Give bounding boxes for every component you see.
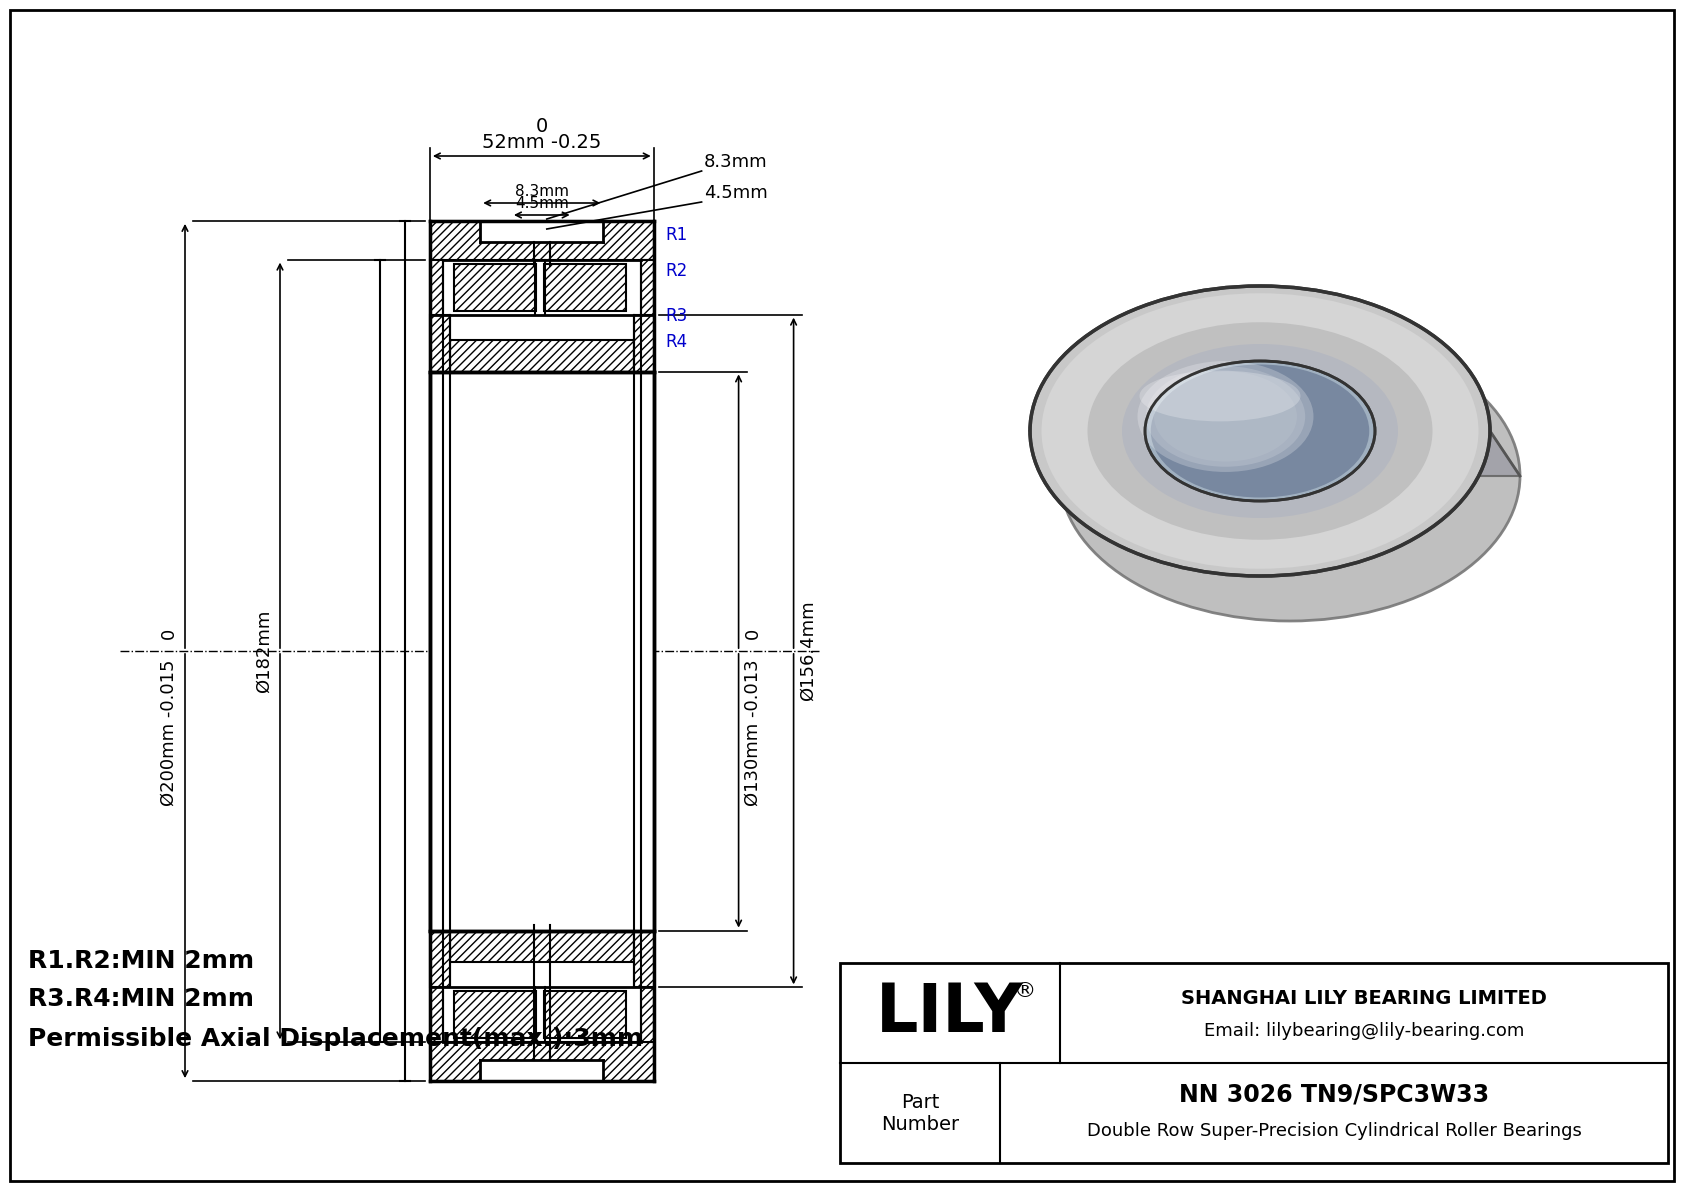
- Bar: [480, 1060, 603, 1081]
- Text: Part
Number: Part Number: [881, 1092, 960, 1134]
- Ellipse shape: [1140, 370, 1300, 422]
- Bar: [450, 341, 633, 372]
- Bar: [429, 260, 443, 1042]
- Text: 0: 0: [160, 628, 179, 640]
- Bar: [633, 372, 653, 930]
- Ellipse shape: [1041, 293, 1479, 569]
- Bar: [450, 930, 633, 961]
- Ellipse shape: [1137, 361, 1314, 472]
- Text: Double Row Super-Precision Cylindrical Roller Bearings: Double Row Super-Precision Cylindrical R…: [1086, 1122, 1581, 1140]
- Text: R3: R3: [665, 307, 687, 325]
- Text: R4: R4: [665, 332, 687, 350]
- Bar: [640, 260, 653, 1042]
- Text: Ø200mm -0.015: Ø200mm -0.015: [160, 659, 179, 805]
- Ellipse shape: [1088, 323, 1433, 540]
- Bar: [544, 991, 625, 1039]
- Bar: [544, 263, 625, 311]
- Text: Ø130mm -0.013: Ø130mm -0.013: [744, 659, 761, 805]
- Bar: [429, 372, 450, 930]
- Text: Ø156.4mm: Ø156.4mm: [798, 600, 817, 701]
- Text: R1: R1: [665, 226, 687, 244]
- Bar: [480, 222, 603, 242]
- Text: 0: 0: [744, 628, 761, 640]
- Text: ®: ®: [1014, 981, 1036, 1000]
- Bar: [429, 314, 450, 987]
- Bar: [455, 991, 536, 1039]
- Text: NN 3026 TN9/SPC3W33: NN 3026 TN9/SPC3W33: [1179, 1083, 1489, 1106]
- Ellipse shape: [1031, 286, 1490, 576]
- Ellipse shape: [1154, 372, 1297, 462]
- Ellipse shape: [1122, 344, 1398, 518]
- Polygon shape: [1031, 431, 1521, 476]
- Bar: [633, 314, 653, 987]
- Text: Email: lilybearing@lily-bearing.com: Email: lilybearing@lily-bearing.com: [1204, 1022, 1524, 1040]
- Text: 8.3mm: 8.3mm: [704, 152, 768, 172]
- Bar: [429, 222, 653, 260]
- Bar: [840, 964, 1667, 1162]
- Text: 52mm -0.25: 52mm -0.25: [482, 133, 601, 152]
- Text: 4.5mm: 4.5mm: [515, 197, 569, 211]
- Text: Permissible Axial Displacement(max.):3mm: Permissible Axial Displacement(max.):3mm: [29, 1027, 643, 1050]
- Text: 8.3mm: 8.3mm: [515, 183, 569, 199]
- Bar: [429, 1042, 653, 1081]
- Text: 4.5mm: 4.5mm: [704, 183, 768, 202]
- Bar: [429, 372, 653, 930]
- Text: R3.R4:MIN 2mm: R3.R4:MIN 2mm: [29, 987, 254, 1011]
- Text: Ø182mm: Ø182mm: [254, 610, 273, 693]
- Bar: [455, 263, 536, 311]
- Text: R2: R2: [665, 262, 687, 280]
- Ellipse shape: [1145, 361, 1376, 501]
- Ellipse shape: [1059, 331, 1521, 621]
- Ellipse shape: [1145, 367, 1305, 467]
- Text: LILY: LILY: [876, 980, 1024, 1046]
- Text: SHANGHAI LILY BEARING LIMITED: SHANGHAI LILY BEARING LIMITED: [1180, 989, 1548, 1008]
- Text: 0: 0: [536, 117, 547, 136]
- Ellipse shape: [1150, 364, 1369, 498]
- Ellipse shape: [1175, 406, 1404, 545]
- Text: R1.R2:MIN 2mm: R1.R2:MIN 2mm: [29, 949, 254, 973]
